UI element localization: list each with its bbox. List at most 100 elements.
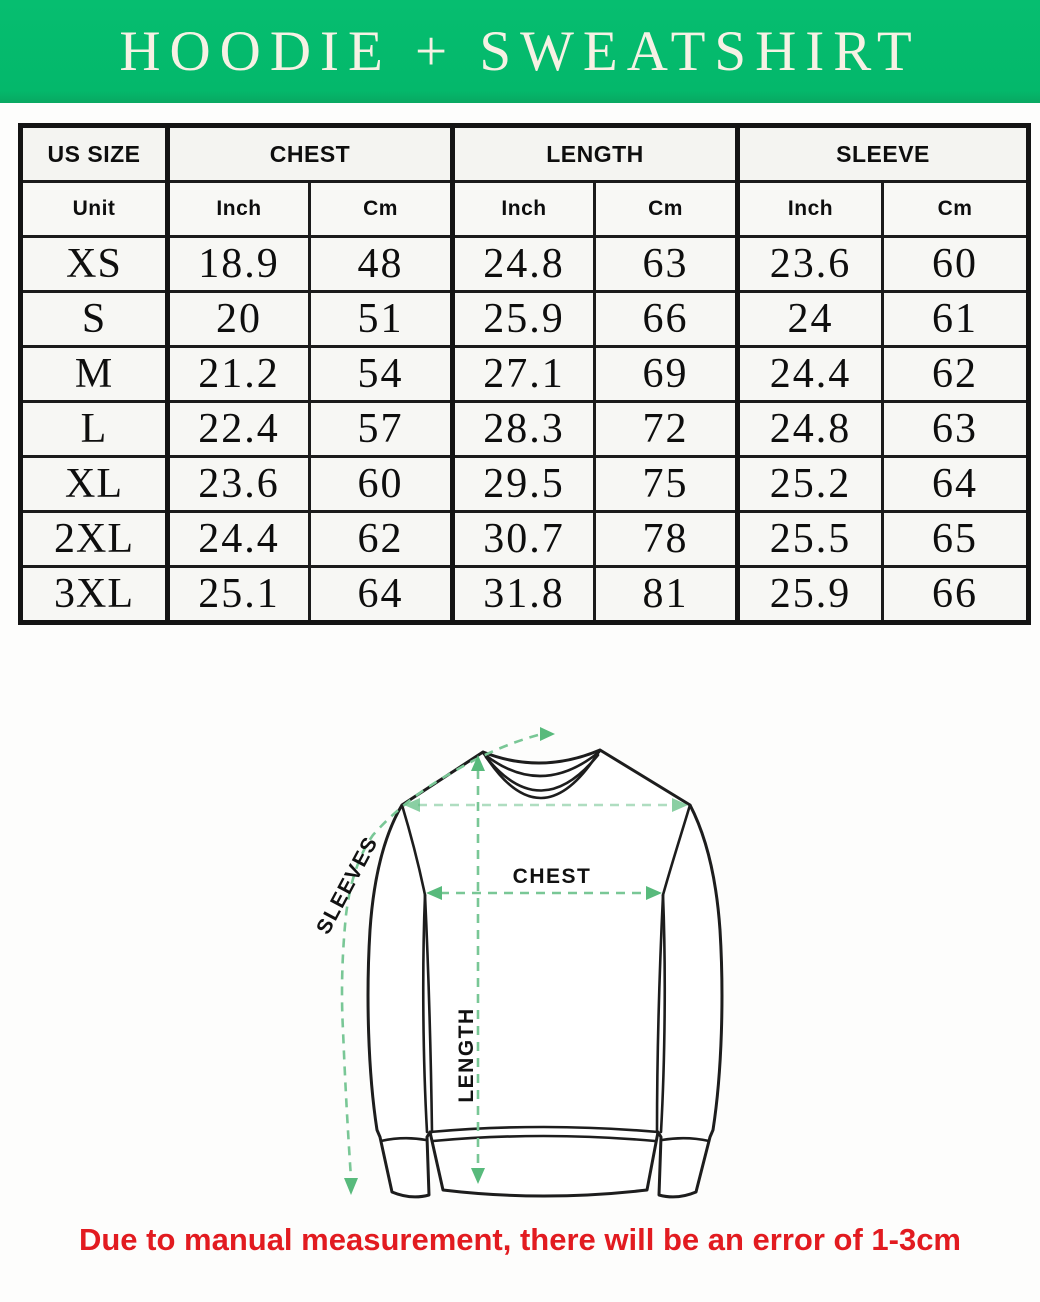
size-cell: XS: [19, 235, 169, 293]
value-cell: 21.2: [165, 345, 311, 403]
value-cell: 65: [881, 510, 1031, 568]
value-cell: 24.4: [165, 510, 311, 568]
value-cell: 20: [165, 290, 311, 348]
col-header-chest: CHEST: [164, 124, 455, 183]
value-cell: 64: [307, 565, 455, 624]
table-row-l: L 22.4 57 28.3 72 24.8 63: [19, 400, 1031, 458]
unit-length-cm: Cm: [593, 180, 740, 238]
left-body-seam: [423, 893, 434, 1134]
col-header-us-size: US SIZE: [19, 124, 169, 183]
value-cell: 25.9: [450, 290, 597, 348]
page-title: HOODIE + SWEATSHIRT: [119, 20, 921, 83]
value-cell: 64: [881, 455, 1031, 513]
unit-header: Unit: [19, 180, 169, 238]
right-armhole-seam: [661, 803, 692, 897]
table-row-xl: XL 23.6 60 29.5 75 25.2 64: [19, 455, 1031, 513]
value-cell: 75: [593, 455, 740, 513]
value-cell: 60: [881, 235, 1031, 293]
value-cell: 28.3: [450, 400, 597, 458]
title-banner: HOODIE + SWEATSHIRT: [0, 0, 1040, 103]
table-row-s: S 20 51 25.9 66 24 61: [19, 290, 1031, 348]
collar-rib-line: [484, 753, 600, 792]
unit-length-inch: Inch: [450, 180, 597, 238]
waistband-top-seam: [428, 1125, 660, 1134]
value-cell: 24.4: [735, 345, 885, 403]
sweatshirt-measurement-diagram: SLEEVES CHEST LENGTH: [312, 727, 724, 1199]
value-cell: 24.8: [735, 400, 885, 458]
table-group-header-row: US SIZE CHEST LENGTH SLEEVE: [19, 124, 1031, 183]
value-cell: 66: [881, 565, 1031, 624]
value-cell: 30.7: [450, 510, 597, 568]
sleeve-measure-line: [340, 733, 539, 1179]
collar-rib-line: [482, 750, 601, 778]
value-cell: 72: [593, 400, 740, 458]
collar-outer-line: [481, 748, 602, 800]
value-cell: 66: [593, 290, 740, 348]
value-cell: 23.6: [735, 235, 885, 293]
value-cell: 24.8: [450, 235, 597, 293]
size-cell: 3XL: [19, 565, 169, 624]
value-cell: 24: [735, 290, 885, 348]
value-cell: 25.2: [735, 455, 885, 513]
value-cell: 62: [307, 510, 455, 568]
value-cell: 31.8: [450, 565, 597, 624]
value-cell: 29.5: [450, 455, 597, 513]
shoulder-arrow-right-icon: [672, 798, 688, 812]
value-cell: 18.9: [165, 235, 311, 293]
table-row-2xl: 2XL 24.4 62 30.7 78 25.5 65: [19, 510, 1031, 568]
size-cell: S: [19, 290, 169, 348]
left-sleeve-seam: [421, 893, 429, 1134]
value-cell: 27.1: [450, 345, 597, 403]
value-cell: 78: [593, 510, 740, 568]
value-cell: 51: [307, 290, 455, 348]
value-cell: 57: [307, 400, 455, 458]
value-cell: 22.4: [165, 400, 311, 458]
unit-chest-cm: Cm: [307, 180, 455, 238]
sweatshirt-outline: [366, 748, 724, 1199]
size-cell: L: [19, 400, 169, 458]
unit-chest-inch: Inch: [165, 180, 311, 238]
col-header-sleeve: SLEEVE: [735, 124, 1031, 183]
sleeve-arrow-top-icon: [540, 727, 555, 741]
size-cell: M: [19, 345, 169, 403]
value-cell: 69: [593, 345, 740, 403]
sleeve-arrow-bottom-icon: [344, 1178, 358, 1195]
size-cell: XL: [19, 455, 169, 513]
value-cell: 48: [307, 235, 455, 293]
chest-label: CHEST: [513, 865, 592, 888]
right-sleeve-seam: [659, 893, 667, 1134]
table-row-xs: XS 18.9 48 24.8 63 23.6 60: [19, 235, 1031, 293]
value-cell: 25.1: [165, 565, 311, 624]
measurement-disclaimer: Due to manual measurement, there will be…: [78, 1222, 962, 1257]
table-unit-row: Unit Inch Cm Inch Cm Inch Cm: [19, 180, 1031, 238]
left-armhole-seam: [400, 803, 427, 897]
value-cell: 62: [881, 345, 1031, 403]
right-cuff-seam: [660, 1136, 711, 1143]
shoulder-arrow-left-icon: [404, 798, 420, 812]
value-cell: 54: [307, 345, 455, 403]
value-cell: 63: [881, 400, 1031, 458]
length-arrow-top-icon: [471, 755, 485, 771]
length-label: LENGTH: [455, 1007, 478, 1102]
col-header-length: LENGTH: [450, 124, 740, 183]
table-row-m: M 21.2 54 27.1 69 24.4 62: [19, 345, 1031, 403]
value-cell: 63: [593, 235, 740, 293]
right-body-seam: [655, 893, 665, 1134]
size-cell: 2XL: [19, 510, 169, 568]
chest-arrow-left-icon: [426, 886, 442, 900]
value-cell: 60: [307, 455, 455, 513]
size-table: US SIZE CHEST LENGTH SLEEVE Unit Inch Cm…: [18, 123, 1032, 625]
table-row-3xl: 3XL 25.1 64 31.8 81 25.9 66: [19, 565, 1031, 624]
value-cell: 23.6: [165, 455, 311, 513]
value-cell: 25.5: [735, 510, 885, 568]
unit-sleeve-cm: Cm: [881, 180, 1031, 238]
chest-arrow-right-icon: [646, 886, 662, 900]
left-cuff-seam: [379, 1136, 428, 1143]
unit-sleeve-inch: Inch: [735, 180, 885, 238]
value-cell: 61: [881, 290, 1031, 348]
length-arrow-bottom-icon: [471, 1168, 485, 1184]
value-cell: 25.9: [735, 565, 885, 624]
waistband-second-seam: [431, 1134, 657, 1143]
value-cell: 81: [593, 565, 740, 624]
